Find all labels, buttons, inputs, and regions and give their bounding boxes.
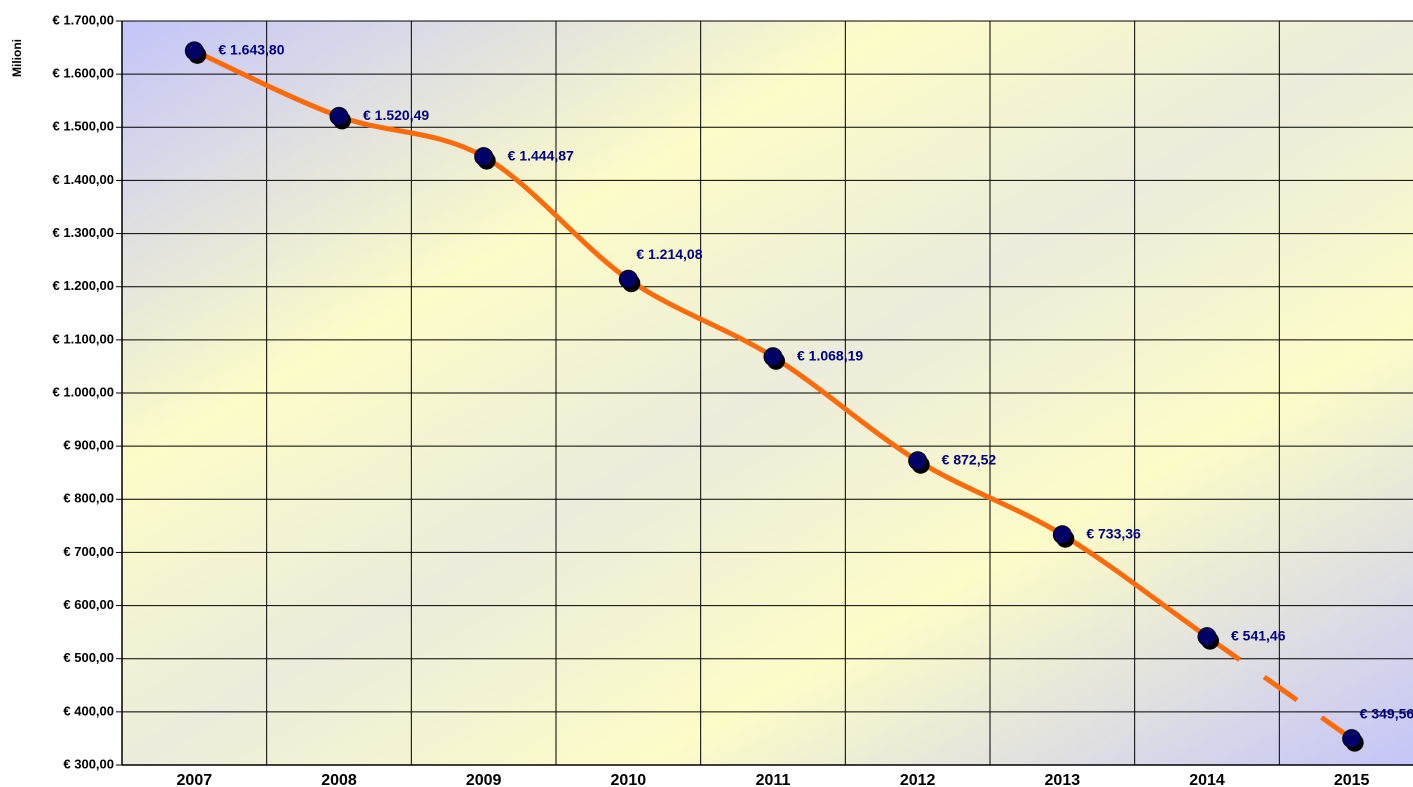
marker — [1197, 627, 1217, 647]
x-tick-label: 2015 — [1334, 772, 1370, 787]
y-tick-label: € 1.600,00 — [53, 66, 114, 81]
line — [193, 48, 1209, 639]
y-tick-label: € 1.700,00 — [53, 12, 114, 27]
x-tick-label: 2007 — [177, 772, 213, 787]
y-tick-label: € 700,00 — [63, 544, 114, 559]
plot: € 300,00 € 400,00 € 500,00 € 600,00 € 700,00… — [53, 12, 1413, 787]
x-tick-label: 2011 — [756, 772, 791, 787]
data-label: € 541,46 — [1231, 627, 1286, 643]
x-tick-label: 2010 — [611, 772, 647, 787]
y-tick-label: € 500,00 — [63, 650, 114, 665]
y-tick-label: € 1.400,00 — [53, 172, 114, 187]
marker — [184, 41, 204, 61]
y-tick-label: € 1.100,00 — [53, 331, 114, 346]
y-tick-label: € 400,00 — [63, 703, 114, 718]
data-label: € 1.444,87 — [508, 147, 574, 163]
marker — [329, 106, 349, 126]
x-tick-label: 2012 — [900, 772, 936, 787]
data-label: € 872,52 — [942, 451, 997, 467]
data-label: € 1.068,19 — [797, 347, 863, 363]
y-tick-label: € 600,00 — [63, 597, 114, 612]
marker — [763, 347, 783, 367]
y-tick-label: € 800,00 — [63, 491, 114, 506]
data-label: € 1.214,08 — [636, 246, 702, 262]
y-tick-label: € 1.200,00 — [53, 278, 114, 293]
data-label: € 733,36 — [1086, 525, 1141, 541]
x-tick-label: 2008 — [321, 772, 357, 787]
marker — [474, 147, 494, 167]
x-tick-label: 2014 — [1189, 772, 1225, 787]
marker — [1052, 525, 1072, 545]
data-label: € 349,56 — [1360, 705, 1413, 721]
marker — [618, 269, 638, 289]
y-tick-label: € 900,00 — [63, 438, 114, 453]
y-tick-label: € 1.500,00 — [53, 119, 114, 134]
x-tick-label: 2009 — [466, 772, 502, 787]
marker — [908, 451, 928, 471]
data-label: € 1.520,49 — [363, 107, 429, 123]
y-tick-label: € 300,00 — [63, 756, 114, 771]
y-axis-label: Milioni — [10, 39, 24, 77]
marker — [1342, 729, 1362, 749]
y-tick-label: € 1.300,00 — [53, 225, 114, 240]
data-label: € 1.643,80 — [218, 42, 284, 58]
x-tick-label: 2013 — [1045, 772, 1081, 787]
y-tick-label: € 1.000,00 — [53, 384, 114, 399]
line-projection — [1205, 634, 1354, 741]
